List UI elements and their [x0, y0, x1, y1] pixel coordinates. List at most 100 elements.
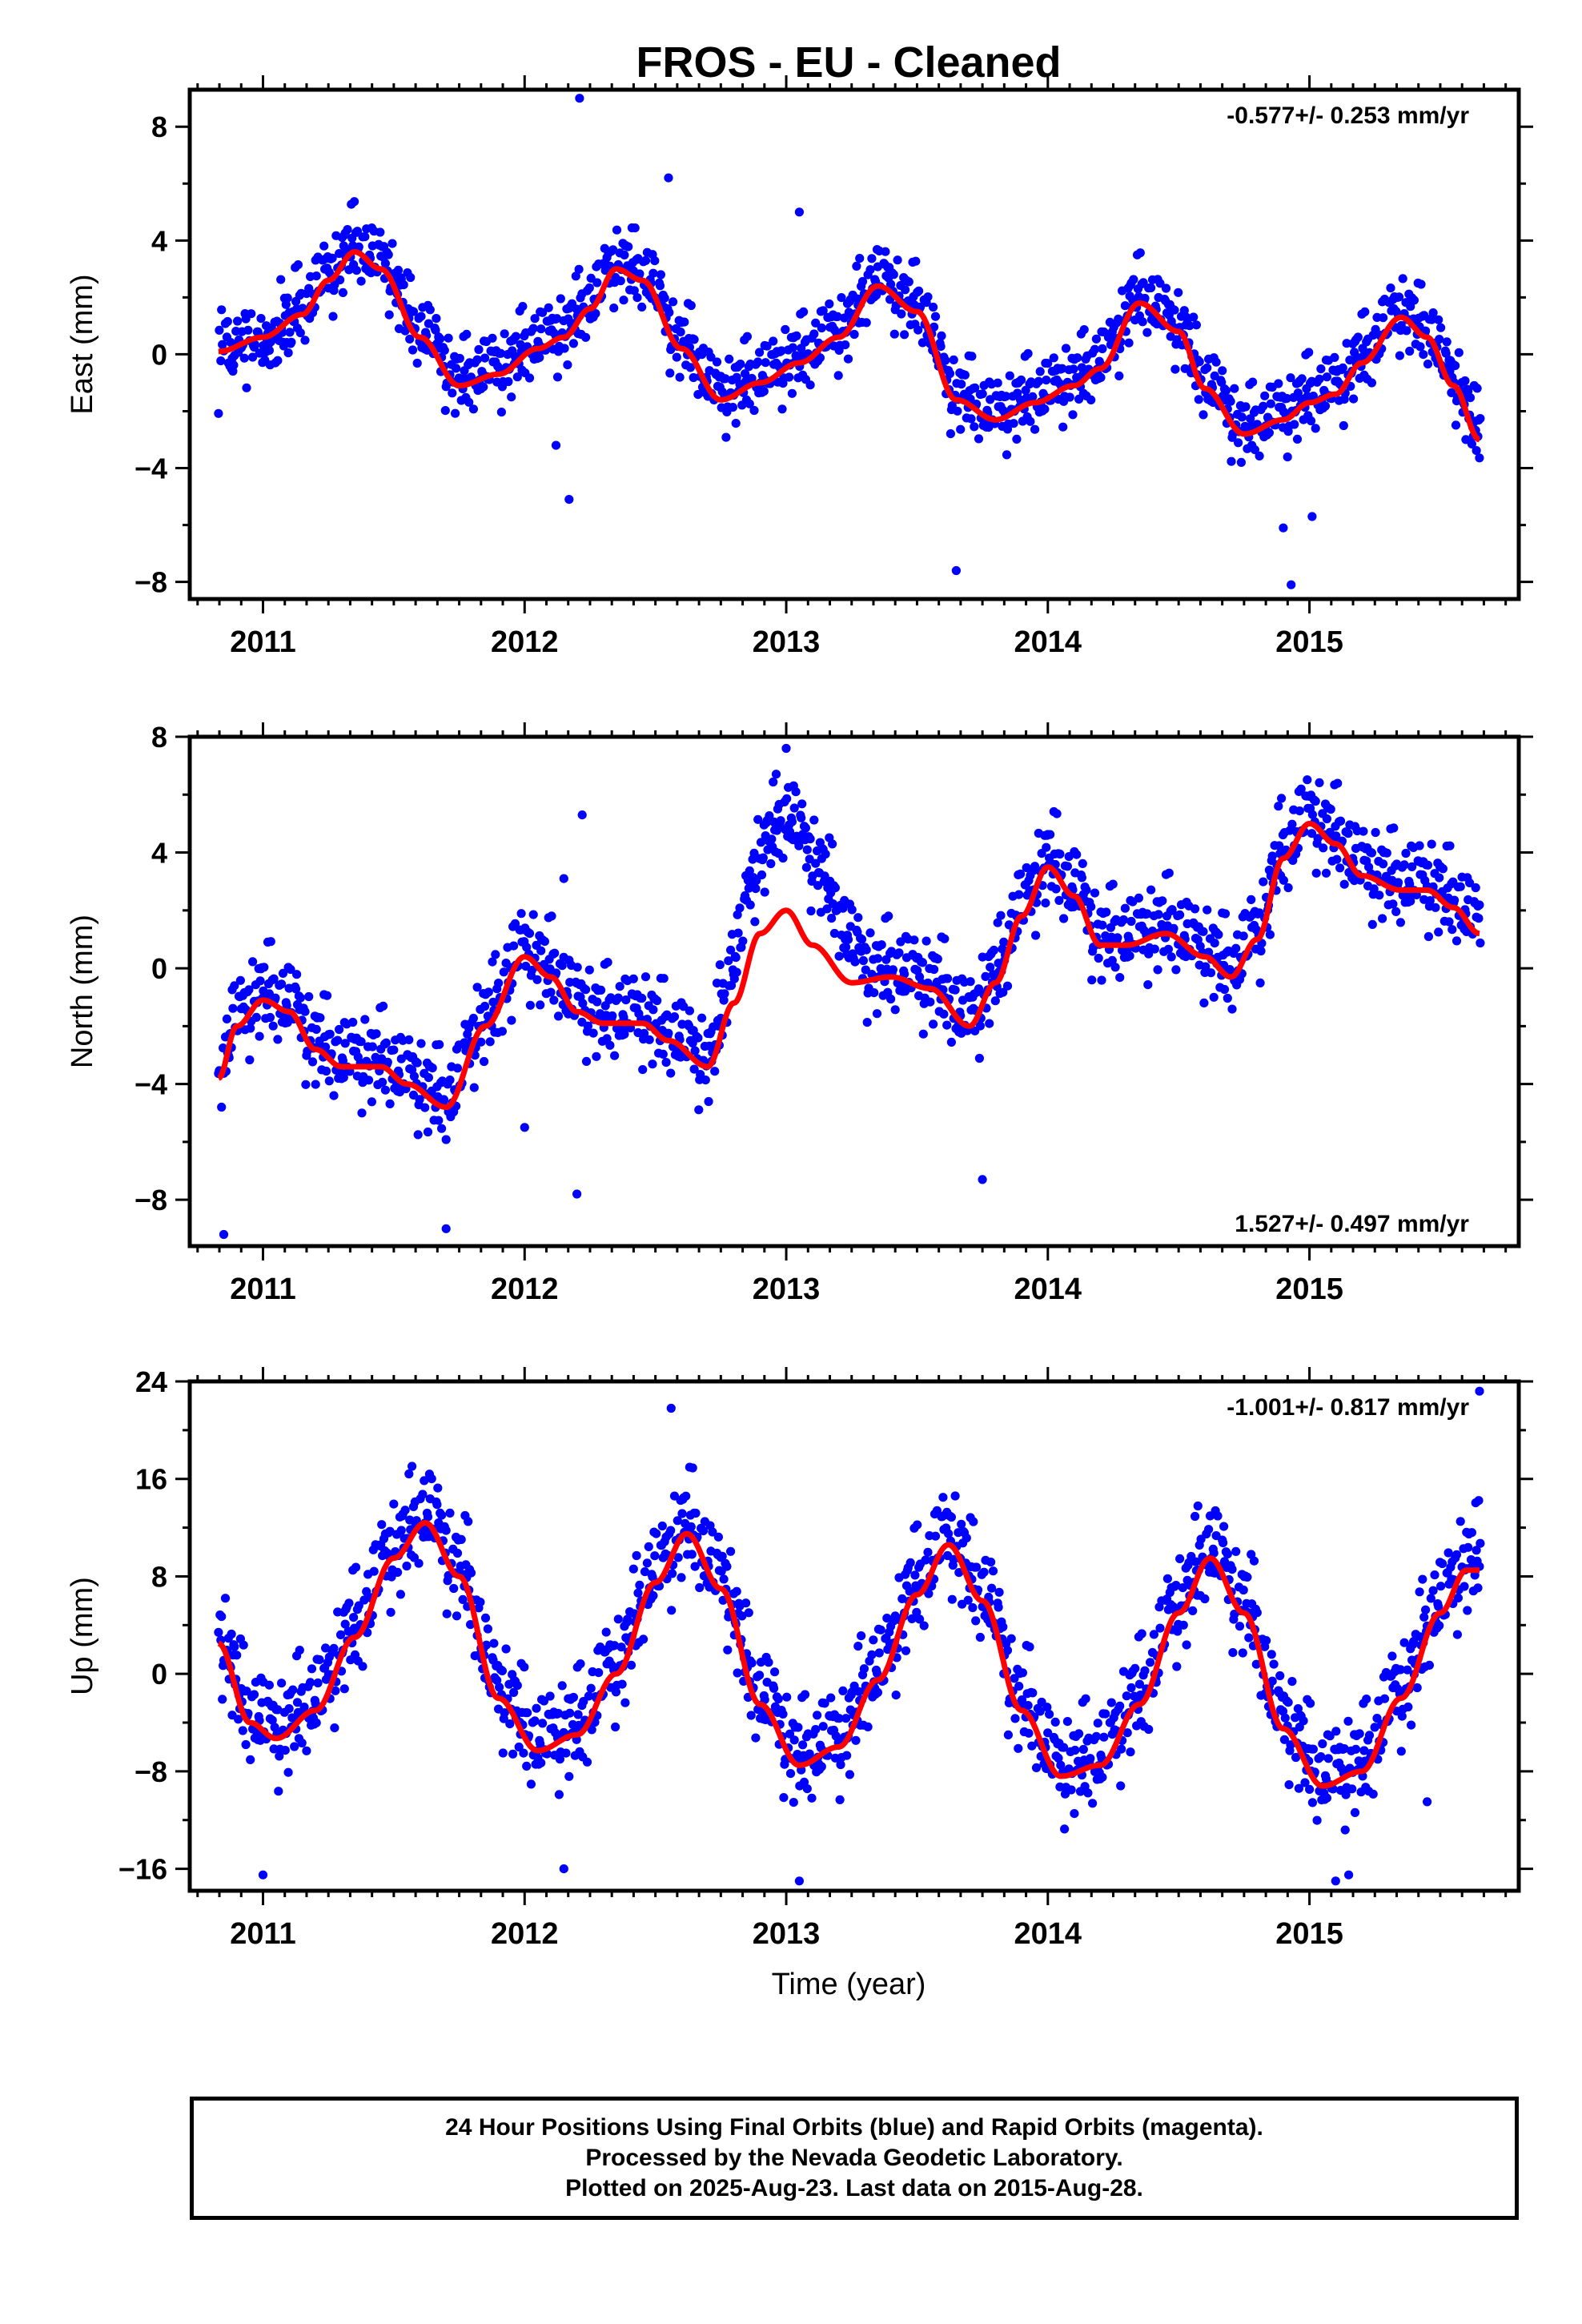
east-data-point	[1226, 396, 1235, 406]
up-data-point	[686, 1522, 696, 1532]
east-data-point	[242, 383, 251, 392]
up-data-point	[514, 1742, 524, 1752]
up-data-point	[1078, 1744, 1088, 1755]
north-data-point	[445, 1076, 455, 1085]
north-data-point	[1322, 814, 1331, 824]
east-data-point	[1282, 393, 1291, 404]
north-data-point	[1256, 946, 1266, 956]
up-data-point	[587, 1725, 596, 1735]
north-data-point	[1227, 1004, 1237, 1014]
north-data-point	[929, 1019, 938, 1029]
east-data-point	[913, 325, 923, 335]
up-data-point	[1306, 1699, 1315, 1708]
north-x-tick-label: 2012	[491, 1273, 559, 1306]
north-data-point	[333, 1035, 343, 1045]
north-data-point	[268, 1021, 278, 1031]
up-data-point	[708, 1527, 717, 1537]
north-data-point	[648, 1005, 658, 1015]
up-data-point	[1083, 1788, 1093, 1798]
up-data-point	[1239, 1585, 1248, 1595]
north-data-point	[1405, 879, 1415, 889]
north-data-point	[621, 995, 631, 1005]
east-data-point	[833, 312, 842, 321]
east-data-point	[1170, 305, 1179, 315]
up-data-point	[1412, 1683, 1422, 1693]
north-data-point	[1225, 965, 1235, 975]
north-data-point	[540, 937, 550, 947]
up-data-point	[582, 1757, 592, 1767]
north-data-point	[553, 1011, 564, 1021]
up-data-point	[1146, 1658, 1155, 1667]
north-data-point	[664, 1028, 673, 1038]
east-data-point	[656, 270, 666, 279]
north-data-point	[872, 1009, 882, 1019]
east-data-point	[1395, 351, 1404, 360]
north-data-point	[516, 909, 526, 919]
north-data-point	[321, 1066, 331, 1076]
up-data-point	[433, 1483, 443, 1493]
up-data-point	[719, 1574, 729, 1584]
north-data-point	[439, 1095, 449, 1104]
north-data-point	[499, 967, 508, 977]
north-data-point	[1333, 778, 1343, 788]
up-data-point	[1476, 1538, 1485, 1548]
north-data-point	[1382, 848, 1391, 858]
east-data-point	[574, 264, 584, 274]
east-data-point	[448, 388, 457, 398]
north-data-point	[689, 1064, 699, 1074]
up-data-point	[947, 1594, 957, 1604]
up-data-point	[673, 1516, 682, 1526]
up-data-point	[1403, 1702, 1413, 1712]
up-data-point	[414, 1558, 424, 1568]
up-data-point	[1331, 1727, 1341, 1736]
up-data-point	[1249, 1556, 1259, 1566]
up-data-point	[557, 1681, 567, 1691]
east-data-point	[223, 316, 232, 327]
up-data-point	[876, 1625, 885, 1634]
up-data-point	[1362, 1695, 1371, 1704]
north-data-point	[1175, 910, 1185, 919]
east-data-point	[216, 356, 226, 366]
east-data-point	[936, 342, 946, 352]
east-data-point	[930, 312, 941, 321]
east-data-point	[689, 372, 698, 383]
north-data-point	[791, 787, 801, 797]
north-data-point	[549, 995, 559, 1005]
up-data-point	[640, 1567, 650, 1577]
up-data-point	[912, 1607, 921, 1617]
up-data-point	[1472, 1546, 1481, 1555]
north-data-point	[862, 1018, 872, 1027]
up-data-point	[280, 1746, 290, 1755]
up-y-tick-label: 16	[135, 1463, 167, 1496]
up-data-point	[919, 1621, 929, 1630]
up-data-point	[1062, 1717, 1072, 1727]
north-data-point	[789, 803, 799, 813]
up-data-point	[1294, 1783, 1303, 1793]
east-data-point	[1472, 446, 1481, 456]
north-data-point	[335, 1024, 344, 1035]
east-data-point	[233, 316, 243, 326]
north-data-point	[830, 883, 840, 893]
east-data-point	[629, 286, 639, 296]
north-data-point	[480, 1001, 490, 1011]
up-data-point	[773, 1694, 783, 1704]
up-data-point	[1291, 1752, 1301, 1763]
north-data-point	[592, 997, 602, 1007]
up-data-point	[818, 1722, 828, 1731]
east-data-point	[792, 331, 801, 340]
up-x-tick-label: 2011	[230, 1917, 295, 1951]
north-data-point	[998, 987, 1008, 997]
up-data-point	[420, 1476, 429, 1486]
north-data-point	[1134, 893, 1143, 903]
east-data-point	[530, 314, 540, 324]
up-data-point	[385, 1526, 395, 1536]
east-data-point	[544, 303, 553, 312]
up-data-point	[1134, 1679, 1144, 1689]
up-data-point	[1173, 1626, 1182, 1636]
east-data-point	[640, 255, 651, 265]
north-data-point	[339, 1073, 348, 1083]
east-x-tick-label: 2013	[753, 625, 821, 659]
north-data-point	[277, 979, 287, 989]
east-data-point	[1012, 434, 1022, 444]
east-data-point	[504, 376, 513, 387]
